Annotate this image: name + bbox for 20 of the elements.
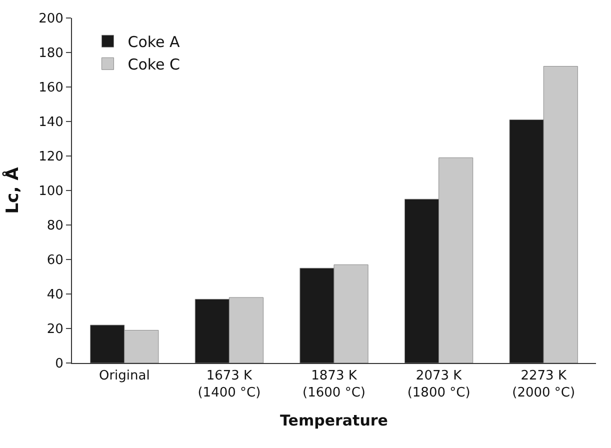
y-tick-label: 80 [46, 218, 64, 234]
y-tick-label: 60 [46, 253, 64, 268]
legend-label: Coke A [128, 33, 181, 51]
y-tick-label: 20 [46, 322, 64, 338]
y-tick-label: 0 [55, 356, 64, 372]
y-axis-title: Lc, Å [2, 166, 24, 214]
x-tick-label: 2073 K (1800 °C) [407, 368, 470, 400]
legend-label: Coke C [128, 56, 180, 74]
y-tick-label: 200 [38, 12, 64, 27]
x-axis-title: Temperature [280, 412, 388, 430]
x-tick-label: 1873 K (1600 °C) [302, 368, 366, 400]
y-tick-label: 120 [38, 150, 64, 165]
y-tick-label: 100 [38, 184, 64, 200]
x-tick-label: Original [98, 368, 150, 384]
x-tick-label: 2273 K (2000 °C) [512, 368, 576, 400]
y-tick-label: 180 [38, 46, 64, 62]
y-tick-label: 160 [38, 80, 64, 96]
x-tick-label: 1673 K (1400 °C) [198, 368, 261, 400]
y-tick-label: 140 [38, 115, 64, 130]
y-tick-label: 40 [46, 288, 64, 303]
